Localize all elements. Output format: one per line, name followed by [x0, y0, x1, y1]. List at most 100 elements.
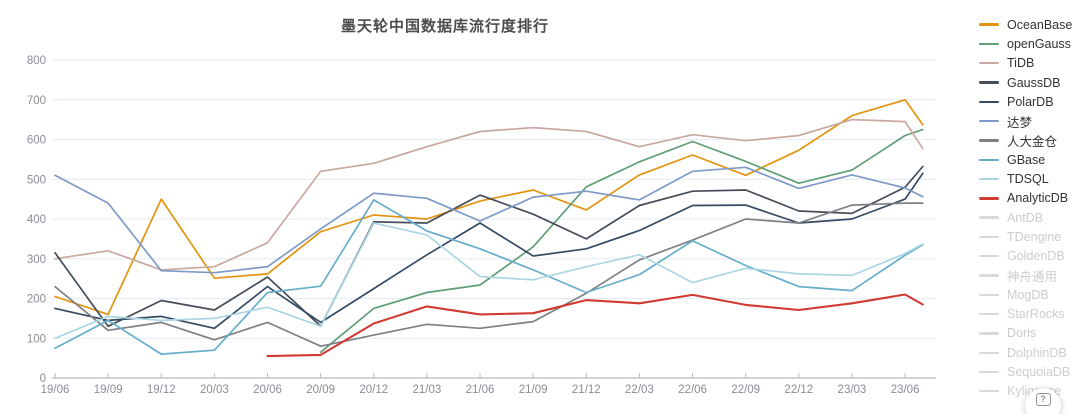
legend-swatch: [979, 216, 999, 219]
svg-text:22/03: 22/03: [625, 384, 654, 396]
svg-text:20/06: 20/06: [253, 384, 282, 396]
svg-text:20/03: 20/03: [200, 384, 229, 396]
svg-text:20/09: 20/09: [306, 384, 335, 396]
line-人大金仓: [54, 202, 924, 348]
legend-item-DolphinDB[interactable]: DolphinDB: [979, 343, 1072, 362]
svg-text:22/09: 22/09: [731, 384, 760, 396]
legend-swatch: [979, 139, 999, 142]
legend-item-GBase[interactable]: GBase: [979, 150, 1072, 169]
legend-swatch: [979, 62, 999, 65]
legend-label: OceanBase: [1007, 17, 1073, 32]
legend-swatch: [979, 197, 999, 200]
legend-label: PolarDB: [1007, 94, 1054, 109]
legend-swatch: [979, 312, 999, 316]
legend-label: GaussDB: [1007, 75, 1061, 90]
help-icon: ?: [1035, 393, 1051, 406]
svg-text:200: 200: [27, 294, 46, 306]
legend-swatch: [979, 177, 999, 181]
legend-label: TDSQL: [1007, 172, 1049, 187]
legend-label: TDengine: [1007, 229, 1062, 244]
legend-swatch: [979, 255, 999, 258]
legend-label: openGauss: [1007, 36, 1071, 51]
legend-label: 人大金仓: [1007, 134, 1058, 149]
line-AnalyticDB: [266, 293, 924, 358]
legend-label: Doris: [1007, 326, 1037, 341]
legend-swatch: [979, 81, 999, 84]
svg-text:20/12: 20/12: [359, 384, 388, 396]
svg-text:19/12: 19/12: [147, 384, 176, 396]
svg-text:300: 300: [27, 254, 46, 266]
line-达梦: [54, 166, 924, 274]
line-TiDB: [54, 118, 924, 271]
svg-text:22/12: 22/12: [784, 384, 813, 396]
svg-text:500: 500: [27, 174, 46, 186]
x-axis-labels: 19/06 19/09 19/12 20/03 20/06 20/09 20/12 21/03…: [41, 373, 920, 396]
legend-item-神舟通用[interactable]: 神舟通用: [979, 266, 1072, 285]
legend-swatch: [979, 42, 999, 46]
line-OceanBase: [54, 98, 924, 316]
svg-text:19/06: 19/06: [41, 384, 70, 396]
svg-text:400: 400: [27, 214, 46, 226]
svg-text:19/09: 19/09: [94, 384, 123, 396]
line-GaussDB: [54, 165, 924, 328]
legend-label: SequoiaDB: [1007, 364, 1071, 379]
legend-item-AnalyticDB[interactable]: AnalyticDB: [979, 189, 1072, 208]
svg-text:23/06: 23/06: [891, 384, 920, 396]
chart-title: 墨天轮中国数据库流行度排行: [340, 18, 549, 35]
svg-text:21/12: 21/12: [572, 384, 601, 396]
svg-text:700: 700: [27, 95, 46, 107]
legend-swatch: [979, 100, 999, 104]
legend-item-StarRocks[interactable]: StarRocks: [979, 304, 1072, 323]
legend-swatch: [979, 235, 999, 239]
legend-swatch: [979, 332, 999, 335]
legend-swatch: [979, 119, 999, 123]
legend-swatch: [979, 274, 999, 277]
svg-text:21/06: 21/06: [466, 384, 495, 396]
line-GBase: [54, 199, 924, 355]
series-lines: [54, 98, 924, 358]
legend-item-MogDB[interactable]: MogDB: [979, 285, 1072, 304]
legend-item-PolarDB[interactable]: PolarDB: [979, 92, 1072, 111]
svg-text:600: 600: [27, 135, 46, 147]
svg-text:100: 100: [27, 333, 46, 345]
legend-label: MogDB: [1007, 287, 1049, 302]
legend-label: GoldenDB: [1007, 249, 1065, 264]
svg-text:23/03: 23/03: [838, 384, 867, 396]
legend-label: AnalyticDB: [1007, 191, 1069, 206]
line-PolarDB: [54, 172, 924, 330]
legend-item-GaussDB[interactable]: GaussDB: [979, 73, 1072, 92]
legend-item-达梦[interactable]: 达梦: [979, 111, 1072, 130]
legend-swatch: [979, 390, 999, 393]
legend-label: StarRocks: [1007, 307, 1065, 322]
svg-text:800: 800: [27, 55, 46, 67]
line-openGauss: [319, 128, 924, 354]
legend-label: TiDB: [1007, 56, 1035, 71]
svg-text:22/06: 22/06: [678, 384, 707, 396]
svg-text:21/03: 21/03: [413, 384, 442, 396]
legend-item-OceanBase[interactable]: OceanBase: [979, 15, 1072, 34]
legend-swatch: [979, 293, 999, 296]
svg-text:0: 0: [40, 373, 46, 385]
legend-label: DolphinDB: [1007, 345, 1067, 360]
legend-item-TDSQL[interactable]: TDSQL: [979, 169, 1072, 188]
legend-label: AntDB: [1007, 210, 1044, 225]
legend-swatch: [979, 158, 999, 161]
legend-item-TDengine[interactable]: TDengine: [979, 227, 1072, 246]
legend-item-AntDB[interactable]: AntDB: [979, 208, 1072, 227]
line-TDSQL: [54, 222, 924, 340]
gridlines: [52, 59, 936, 339]
svg-text:21/09: 21/09: [519, 384, 548, 396]
legend-item-人大金仓[interactable]: 人大金仓: [979, 131, 1072, 150]
legend-swatch: [979, 23, 999, 26]
legend-item-GoldenDB[interactable]: GoldenDB: [979, 247, 1072, 266]
legend-swatch: [979, 351, 999, 354]
legend-label: GBase: [1007, 152, 1046, 167]
legend-item-Doris[interactable]: Doris: [979, 324, 1072, 343]
legend-item-openGauss[interactable]: openGauss: [979, 34, 1072, 53]
legend-item-TiDB[interactable]: TiDB: [979, 54, 1072, 73]
help-button[interactable]: ?: [1025, 388, 1061, 414]
legend-label: 神舟通用: [1007, 270, 1058, 284]
legend-item-SequoiaDB[interactable]: SequoiaDB: [979, 362, 1072, 381]
